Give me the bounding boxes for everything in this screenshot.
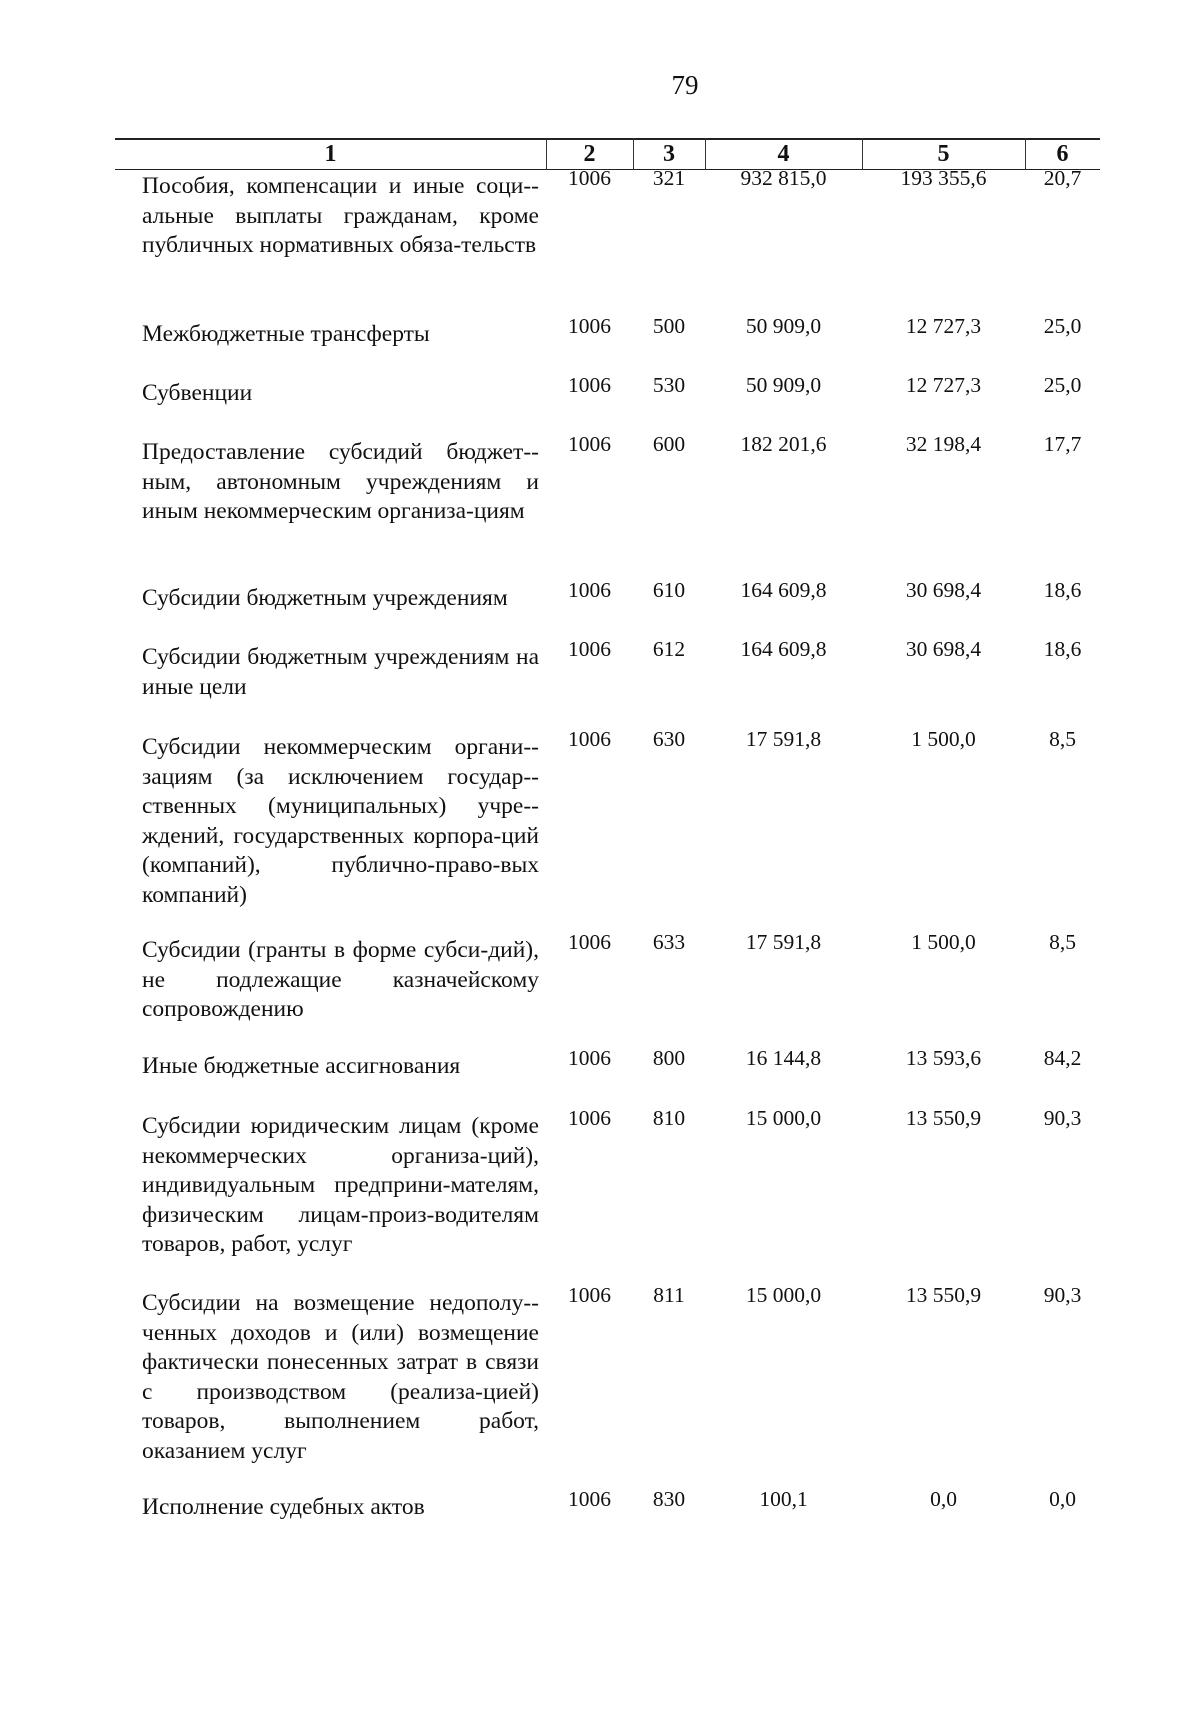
- cell-col-5: 32 198,4: [905, 432, 982, 456]
- cell-col-2: 1006: [568, 1487, 611, 1511]
- cell-col-5: 12 727,3: [905, 373, 982, 397]
- cell-col-4: 17 591,8: [745, 930, 822, 954]
- cell-col-3: 321: [652, 166, 686, 190]
- cell-col-4: 16 144,8: [745, 1046, 822, 1070]
- header-col-1: 1: [324, 141, 337, 167]
- cell-col-6: 25,0: [1043, 314, 1082, 338]
- cell-col-2: 1006: [568, 578, 611, 602]
- cell-col-2: 1006: [568, 166, 611, 190]
- cell-col-2: 1006: [568, 637, 611, 661]
- row-label: Субсидии бюджетным учреждениям: [142, 585, 508, 611]
- cell-col-3: 630: [652, 727, 686, 751]
- cell-col-6: 8,5: [1049, 930, 1076, 954]
- column-divider: [862, 138, 863, 170]
- cell-col-6: 20,7: [1043, 166, 1082, 190]
- cell-col-3: 530: [652, 373, 686, 397]
- column-divider: [705, 138, 706, 170]
- cell-col-5: 1 500,0: [911, 727, 976, 751]
- row-label: Межбюджетные трансферты: [142, 321, 430, 347]
- cell-col-2: 1006: [568, 1106, 611, 1130]
- cell-col-5: 193 355,6: [900, 166, 987, 190]
- cell-col-3: 800: [652, 1046, 686, 1070]
- cell-col-4: 15 000,0: [745, 1283, 822, 1307]
- cell-col-5: 1 500,0: [911, 930, 976, 954]
- cell-col-6: 0,0: [1049, 1487, 1076, 1511]
- cell-col-6: 25,0: [1043, 373, 1082, 397]
- cell-col-2: 1006: [568, 727, 611, 751]
- cell-col-5: 12 727,3: [905, 314, 982, 338]
- header-col-5: 5: [937, 141, 950, 167]
- cell-col-5: 13 550,9: [905, 1106, 982, 1130]
- header-col-6: 6: [1056, 141, 1069, 167]
- cell-col-4: 17 591,8: [745, 727, 822, 751]
- cell-col-4: 932 815,0: [740, 166, 827, 190]
- cell-col-6: 17,7: [1043, 432, 1082, 456]
- cell-col-3: 810: [652, 1106, 686, 1130]
- header-col-3: 3: [663, 141, 675, 167]
- cell-col-4: 164 609,8: [740, 578, 827, 602]
- row-label: Пособия, компенсации и иные соци-­альные…: [142, 173, 539, 258]
- cell-col-4: 15 000,0: [745, 1106, 822, 1130]
- cell-col-6: 18,6: [1043, 578, 1082, 602]
- column-divider: [633, 138, 634, 170]
- column-divider: [1025, 138, 1026, 170]
- cell-col-4: 50 909,0: [745, 373, 822, 397]
- cell-col-4: 50 909,0: [745, 314, 822, 338]
- cell-col-3: 811: [653, 1283, 685, 1307]
- page-number: 79: [671, 70, 699, 100]
- cell-col-2: 1006: [568, 1046, 611, 1070]
- header-col-4: 4: [777, 141, 790, 167]
- cell-col-5: 30 698,4: [905, 578, 982, 602]
- cell-col-5: 13 593,6: [905, 1046, 982, 1070]
- cell-col-3: 612: [652, 637, 686, 661]
- header-bottom-rule: [115, 169, 1100, 170]
- cell-col-5: 30 698,4: [905, 637, 982, 661]
- cell-col-6: 90,3: [1043, 1283, 1082, 1307]
- cell-col-6: 90,3: [1043, 1106, 1082, 1130]
- cell-col-2: 1006: [568, 373, 611, 397]
- cell-col-3: 830: [652, 1487, 686, 1511]
- column-divider: [546, 138, 547, 170]
- row-label: Субсидии юридическим лицам (кроме некомм…: [142, 1113, 539, 1257]
- row-label: Субсидии некоммерческим органи-­зациям (…: [142, 734, 539, 908]
- row-label: Субсидии (гранты в форме субси-­дий), не…: [142, 937, 539, 1022]
- row-label: Предоставление субсидий бюджет-­ным, авт…: [142, 439, 539, 524]
- cell-col-3: 500: [652, 314, 686, 338]
- cell-col-6: 8,5: [1049, 727, 1076, 751]
- cell-col-3: 633: [652, 930, 686, 954]
- row-label: Субсидии на возмещение недополу-­ченных …: [142, 1290, 539, 1464]
- cell-col-5: 0,0: [930, 1487, 957, 1511]
- cell-col-3: 610: [652, 578, 686, 602]
- row-label: Субсидии бюджетным учреждениям на иные ц…: [142, 644, 539, 700]
- cell-col-4: 100,1: [759, 1487, 808, 1511]
- header-col-2: 2: [583, 141, 596, 167]
- cell-col-5: 13 550,9: [905, 1283, 982, 1307]
- cell-col-4: 164 609,8: [740, 637, 827, 661]
- cell-col-2: 1006: [568, 1283, 611, 1307]
- row-label: Исполнение судебных актов: [142, 1494, 425, 1520]
- cell-col-2: 1006: [568, 314, 611, 338]
- cell-col-4: 182 201,6: [740, 432, 827, 456]
- cell-col-3: 600: [652, 432, 686, 456]
- row-label: Иные бюджетные ассигнования: [142, 1053, 461, 1079]
- cell-col-6: 84,2: [1043, 1046, 1082, 1070]
- cell-col-2: 1006: [568, 432, 611, 456]
- cell-col-2: 1006: [568, 930, 611, 954]
- table-top-rule: [115, 138, 1100, 140]
- row-label: Субвенции: [142, 380, 253, 406]
- cell-col-6: 18,6: [1043, 637, 1082, 661]
